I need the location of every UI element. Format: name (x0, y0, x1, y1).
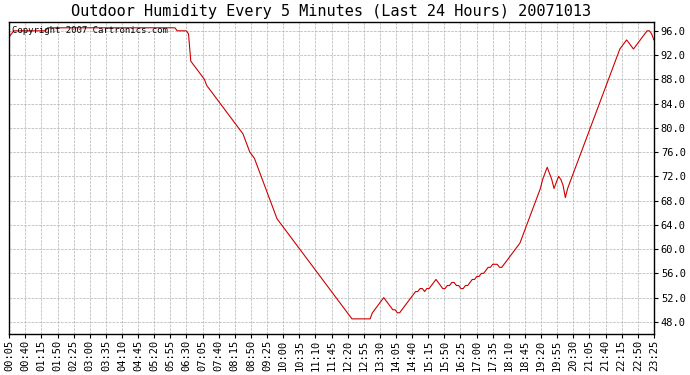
Title: Outdoor Humidity Every 5 Minutes (Last 24 Hours) 20071013: Outdoor Humidity Every 5 Minutes (Last 2… (72, 4, 591, 19)
Text: Copyright 2007 Cartronics.com: Copyright 2007 Cartronics.com (12, 26, 168, 35)
